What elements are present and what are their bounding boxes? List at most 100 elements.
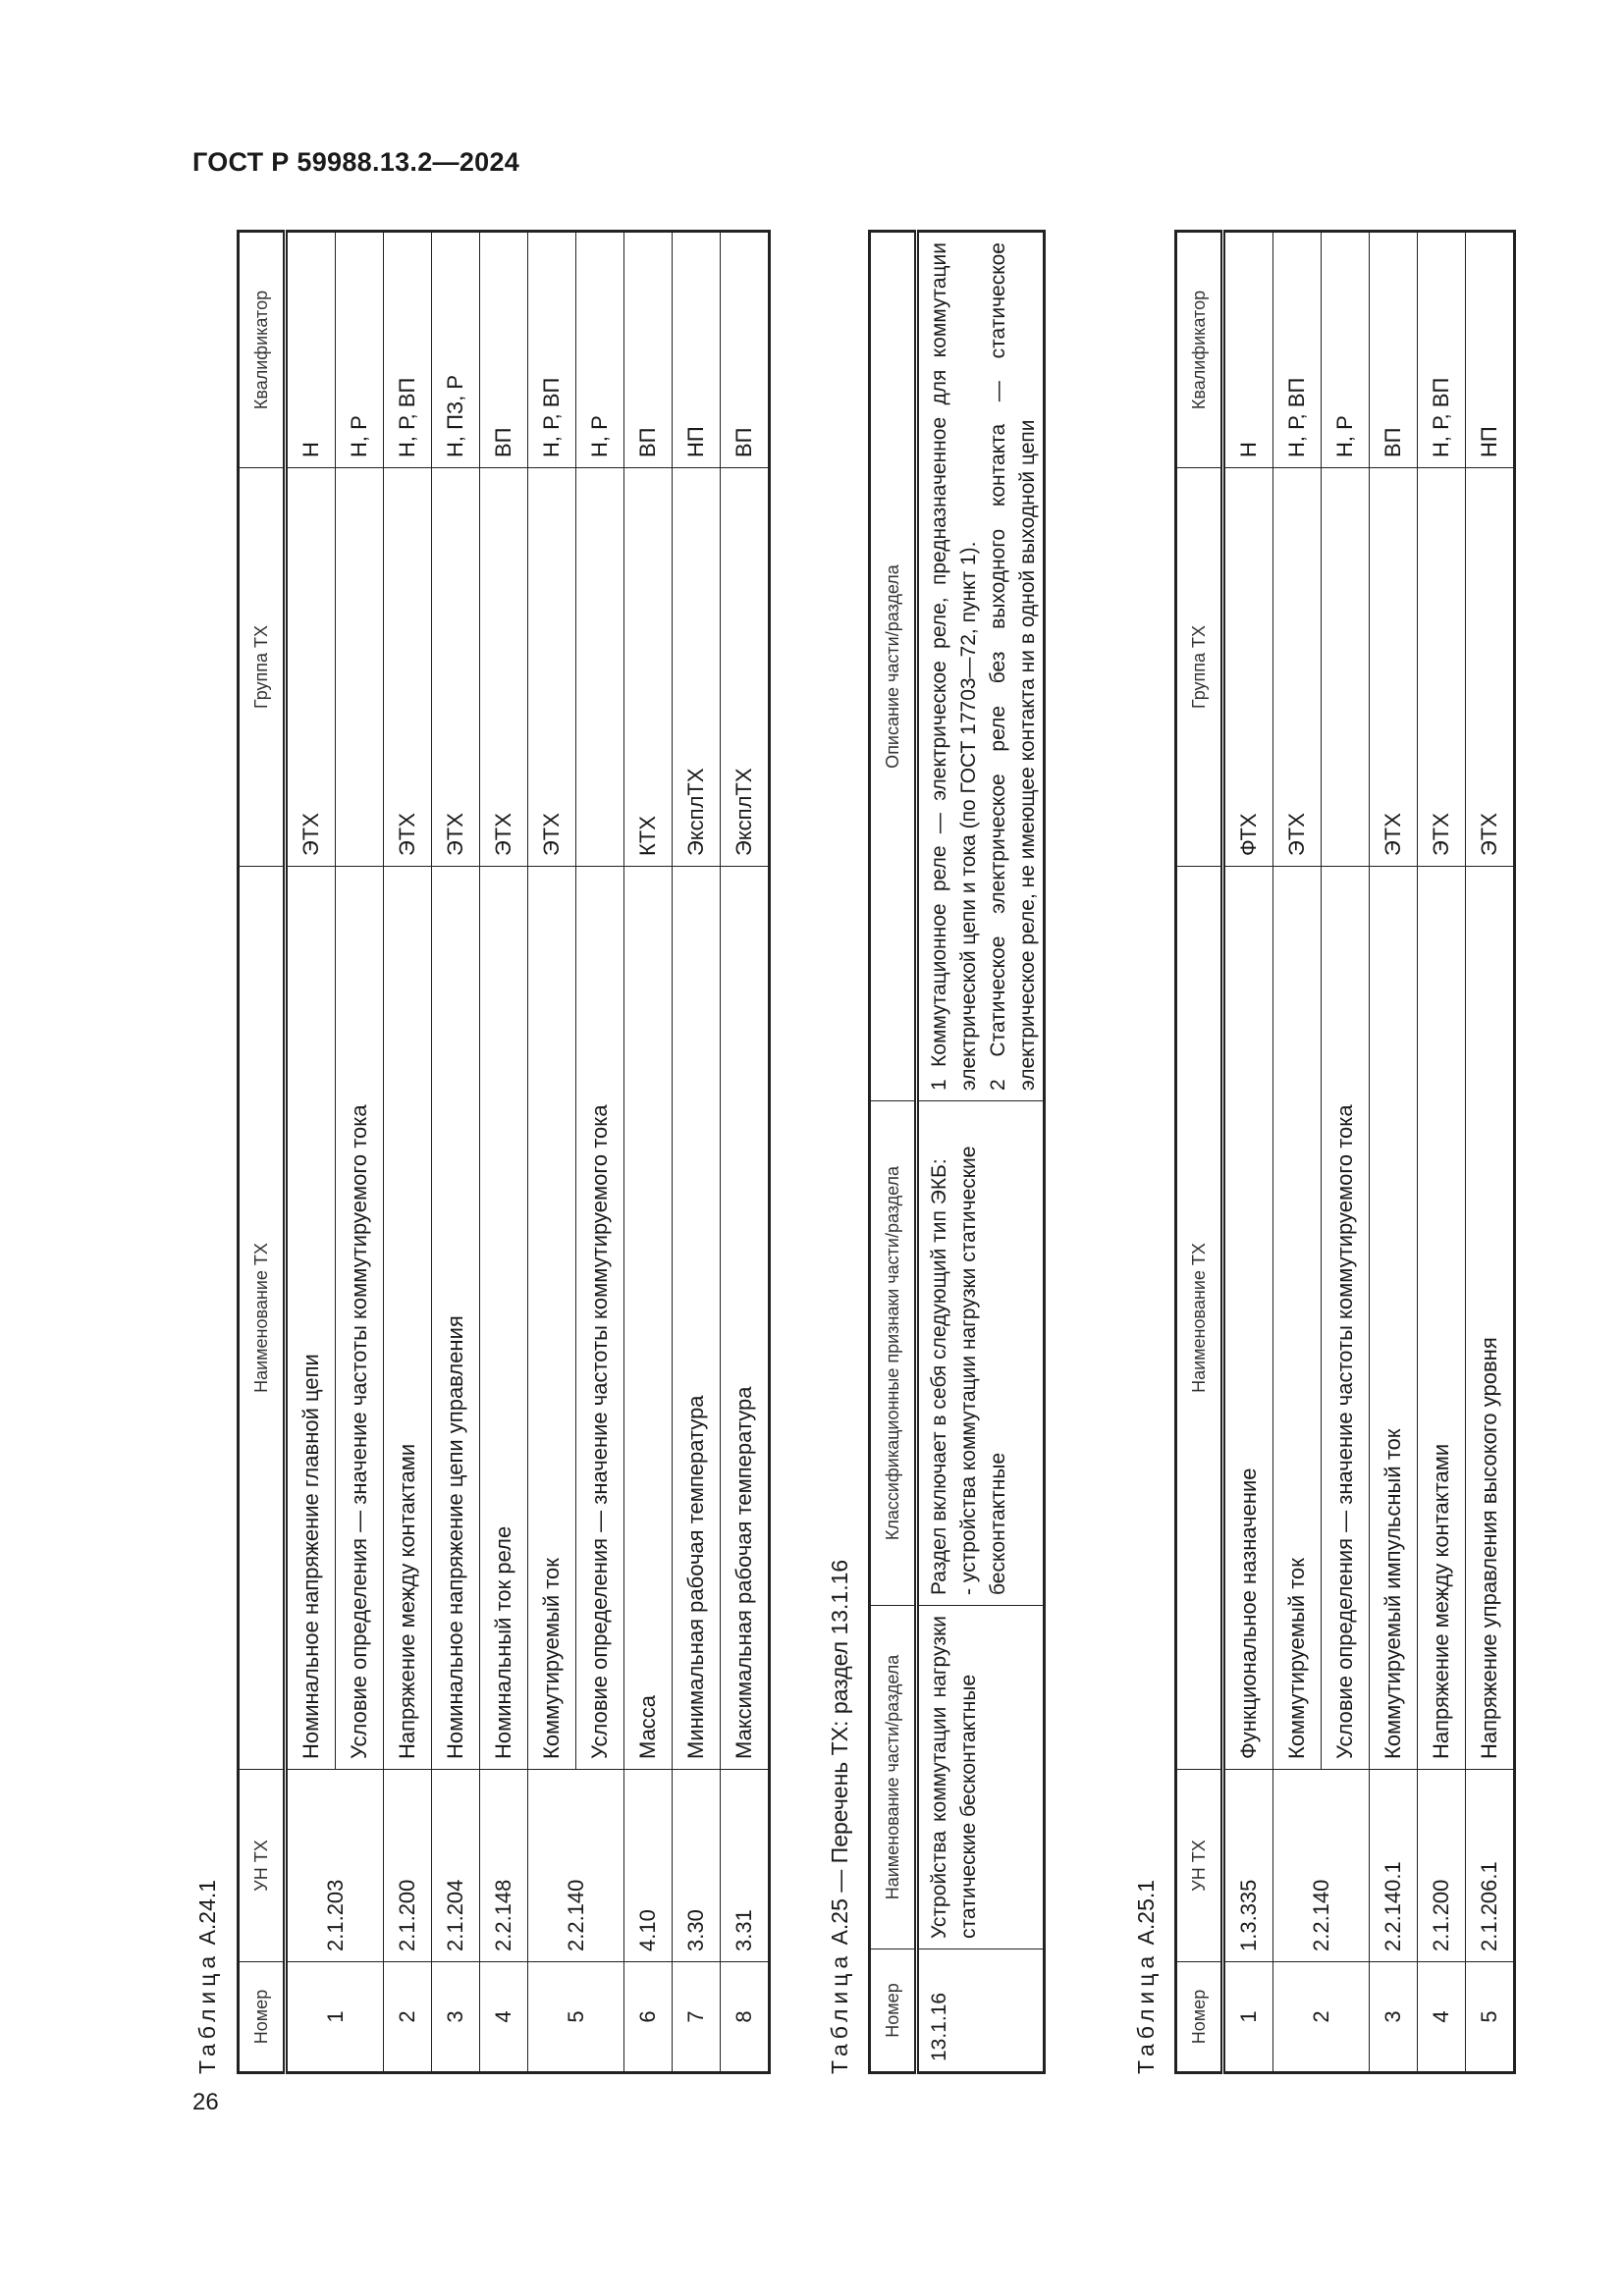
cell-number: 6 bbox=[623, 1961, 673, 2073]
table-row: 1 1.3.335 Функциональное назначение ФТХ Н bbox=[1222, 231, 1273, 2073]
cell-group: ЭТХ bbox=[1465, 467, 1515, 867]
column-header: Номер bbox=[1175, 1961, 1223, 2073]
column-header: Описание части/раздела bbox=[869, 231, 917, 1101]
cell-code: 2.1.200 bbox=[1417, 1769, 1466, 1962]
cell-name: Условие определения — значение частоты к… bbox=[335, 866, 384, 1770]
cell-code: 2.2.140.1 bbox=[1369, 1769, 1418, 1962]
column-header: Группа ТХ bbox=[238, 467, 286, 867]
cell-group: ЭксплТХ bbox=[720, 467, 770, 867]
column-header: Номер bbox=[869, 1949, 917, 2073]
cell-group: КТХ bbox=[623, 467, 673, 867]
column-header: Группа ТХ bbox=[1175, 467, 1223, 867]
cell-code: 2.1.204 bbox=[431, 1769, 480, 1962]
cell-number: 13.1.16 bbox=[916, 1949, 1045, 2073]
table-a25-caption: Таблица А.25 — Перечень ТХ: раздел 13.1.… bbox=[827, 1560, 853, 2074]
cell-part-name: Устройства коммутации нагрузки статическ… bbox=[916, 1605, 1045, 1949]
table-row: 13.1.16 Устройства коммутации нагрузки с… bbox=[916, 231, 1045, 2073]
caption-word: Таблица bbox=[194, 1950, 220, 2074]
column-header: УН ТХ bbox=[1175, 1769, 1223, 1962]
cell-number: 3 bbox=[431, 1961, 480, 2073]
cell-name: Номинальный ток реле bbox=[479, 866, 528, 1770]
cell-number: 4 bbox=[479, 1961, 528, 2073]
cell-code: 2.1.200 bbox=[383, 1769, 432, 1962]
table-row: 4 2.1.200 Напряжение между контактами ЭТХ Н,… bbox=[1417, 231, 1466, 2073]
cell-group: ЭТХ bbox=[383, 467, 432, 867]
cell-qualifier: Н, Р, ВП bbox=[383, 231, 432, 468]
cell-group bbox=[1321, 467, 1370, 867]
table-a24-1-caption: Таблица А.24.1 bbox=[194, 1880, 221, 2074]
features-line: - устройства коммутации нагрузки статиче… bbox=[957, 1146, 1009, 1595]
cell-code: 2.2.148 bbox=[479, 1769, 528, 1962]
cell-group bbox=[335, 467, 384, 867]
cell-name: Напряжение между контактами bbox=[1417, 866, 1466, 1770]
cell-number: 2 bbox=[1272, 1961, 1370, 2073]
description-line: 1 Коммутационное реле — электрическое ре… bbox=[928, 242, 980, 1091]
table-row: 6 4.10 Масса КТХ ВП bbox=[623, 231, 673, 2073]
table-row: 1 2.1.203 Номинальное напряжение главной ц… bbox=[285, 231, 384, 2073]
cell-code: 2.1.203 bbox=[285, 1769, 384, 1962]
caption-word: Таблица bbox=[827, 1950, 852, 2074]
cell-qualifier: Н, Р bbox=[1321, 231, 1370, 468]
cell-number: 8 bbox=[720, 1961, 770, 2073]
cell-code: 1.3.335 bbox=[1222, 1769, 1273, 1962]
cell-qualifier: Н, Р bbox=[575, 231, 624, 468]
cell-name: Коммутируемый ток bbox=[1272, 866, 1322, 1770]
rotated-landscape-content: Таблица А.24.1 Номер УН ТХ Наименование ТХ… bbox=[187, 206, 1542, 2091]
cell-number: 5 bbox=[1465, 1961, 1515, 2073]
cell-group: ЭксплТХ bbox=[672, 467, 721, 867]
table-row: 5 2.2.140 Коммутируемый ток ЭТХ Н, Р, ВП bbox=[527, 231, 624, 2073]
table-row: 2 2.2.140 Коммутируемый ток ЭТХ Н, Р, ВП bbox=[1272, 231, 1370, 2073]
cell-name: Минимальная рабочая температура bbox=[672, 866, 721, 1770]
column-header: Классификационные признаки части/раздела bbox=[869, 1100, 917, 1606]
table-a25: Номер Наименование части/раздела Классиф… bbox=[868, 230, 1046, 2074]
cell-group: ЭТХ bbox=[431, 467, 480, 867]
features-line: Раздел включает в себя следующий тип ЭКБ… bbox=[928, 1158, 950, 1595]
cell-group: ЭТХ bbox=[479, 467, 528, 867]
cell-name: Номинальное напряжение главной цепи bbox=[285, 866, 336, 1770]
cell-group: ЭТХ bbox=[285, 467, 336, 867]
table-a25-1-caption: Таблица А.25.1 bbox=[1133, 1880, 1160, 2074]
cell-number: 7 bbox=[672, 1961, 721, 2073]
cell-code: 3.31 bbox=[720, 1769, 770, 1962]
caption-word: Таблица bbox=[1133, 1950, 1159, 2074]
cell-qualifier: НП bbox=[1465, 231, 1515, 468]
table-row: 2 2.1.200 Напряжение между контактами ЭТХ Н,… bbox=[383, 231, 432, 2073]
cell-description: 1 Коммутационное реле — электрическое ре… bbox=[916, 231, 1045, 1101]
caption-id: А.25 — Перечень ТХ: раздел 13.1.16 bbox=[827, 1559, 852, 1946]
cell-qualifier: Н, Р, ВП bbox=[1417, 231, 1466, 468]
cell-features: Раздел включает в себя следующий тип ЭКБ… bbox=[916, 1100, 1045, 1606]
cell-group: ЭТХ bbox=[1369, 467, 1418, 867]
cell-qualifier: НП bbox=[672, 231, 721, 468]
cell-qualifier: Н, Р, ВП bbox=[527, 231, 576, 468]
cell-number: 1 bbox=[285, 1961, 384, 2073]
column-header: Квалификатор bbox=[1175, 231, 1223, 468]
cell-group: ФТХ bbox=[1222, 467, 1273, 867]
cell-group: ЭТХ bbox=[1272, 467, 1322, 867]
cell-qualifier: Н, ПЗ, Р bbox=[431, 231, 480, 468]
cell-qualifier: ВП bbox=[720, 231, 770, 468]
column-header: Наименование ТХ bbox=[238, 866, 286, 1770]
column-header: УН ТХ bbox=[238, 1769, 286, 1962]
table-row: 3 2.2.140.1 Коммутируемый импульсный ток ЭТ… bbox=[1369, 231, 1418, 2073]
cell-qualifier: ВП bbox=[1369, 231, 1418, 468]
cell-number: 3 bbox=[1369, 1961, 1418, 2073]
column-header: Номер bbox=[238, 1961, 286, 2073]
cell-group bbox=[575, 467, 624, 867]
page-number: 26 bbox=[192, 2089, 219, 2115]
cell-qualifier: ВП bbox=[479, 231, 528, 468]
cell-code: 4.10 bbox=[623, 1769, 673, 1962]
cell-qualifier: Н bbox=[285, 231, 336, 468]
cell-name: Условие определения — значение частоты к… bbox=[1321, 866, 1370, 1770]
caption-id: А.25.1 bbox=[1133, 1879, 1159, 1946]
cell-qualifier: Н bbox=[1222, 231, 1273, 468]
cell-name: Масса bbox=[623, 866, 673, 1770]
cell-number: 2 bbox=[383, 1961, 432, 2073]
table-row: 5 2.1.206.1 Напряжение управления высокого… bbox=[1465, 231, 1515, 2073]
cell-name: Напряжение управления высокого уровня bbox=[1465, 866, 1515, 1770]
cell-code: 2.2.140 bbox=[527, 1769, 624, 1962]
table-a25-1: Номер УН ТХ Наименование ТХ Группа ТХ Квалиф… bbox=[1174, 230, 1516, 2074]
cell-name: Напряжение между контактами bbox=[383, 866, 432, 1770]
description-line: 2 Статическое электрическое реле без вых… bbox=[987, 242, 1039, 1091]
table-a24-1: Номер УН ТХ Наименование ТХ Группа ТХ Квалиф… bbox=[237, 230, 771, 2074]
cell-qualifier: Н, Р, ВП bbox=[1272, 231, 1322, 468]
